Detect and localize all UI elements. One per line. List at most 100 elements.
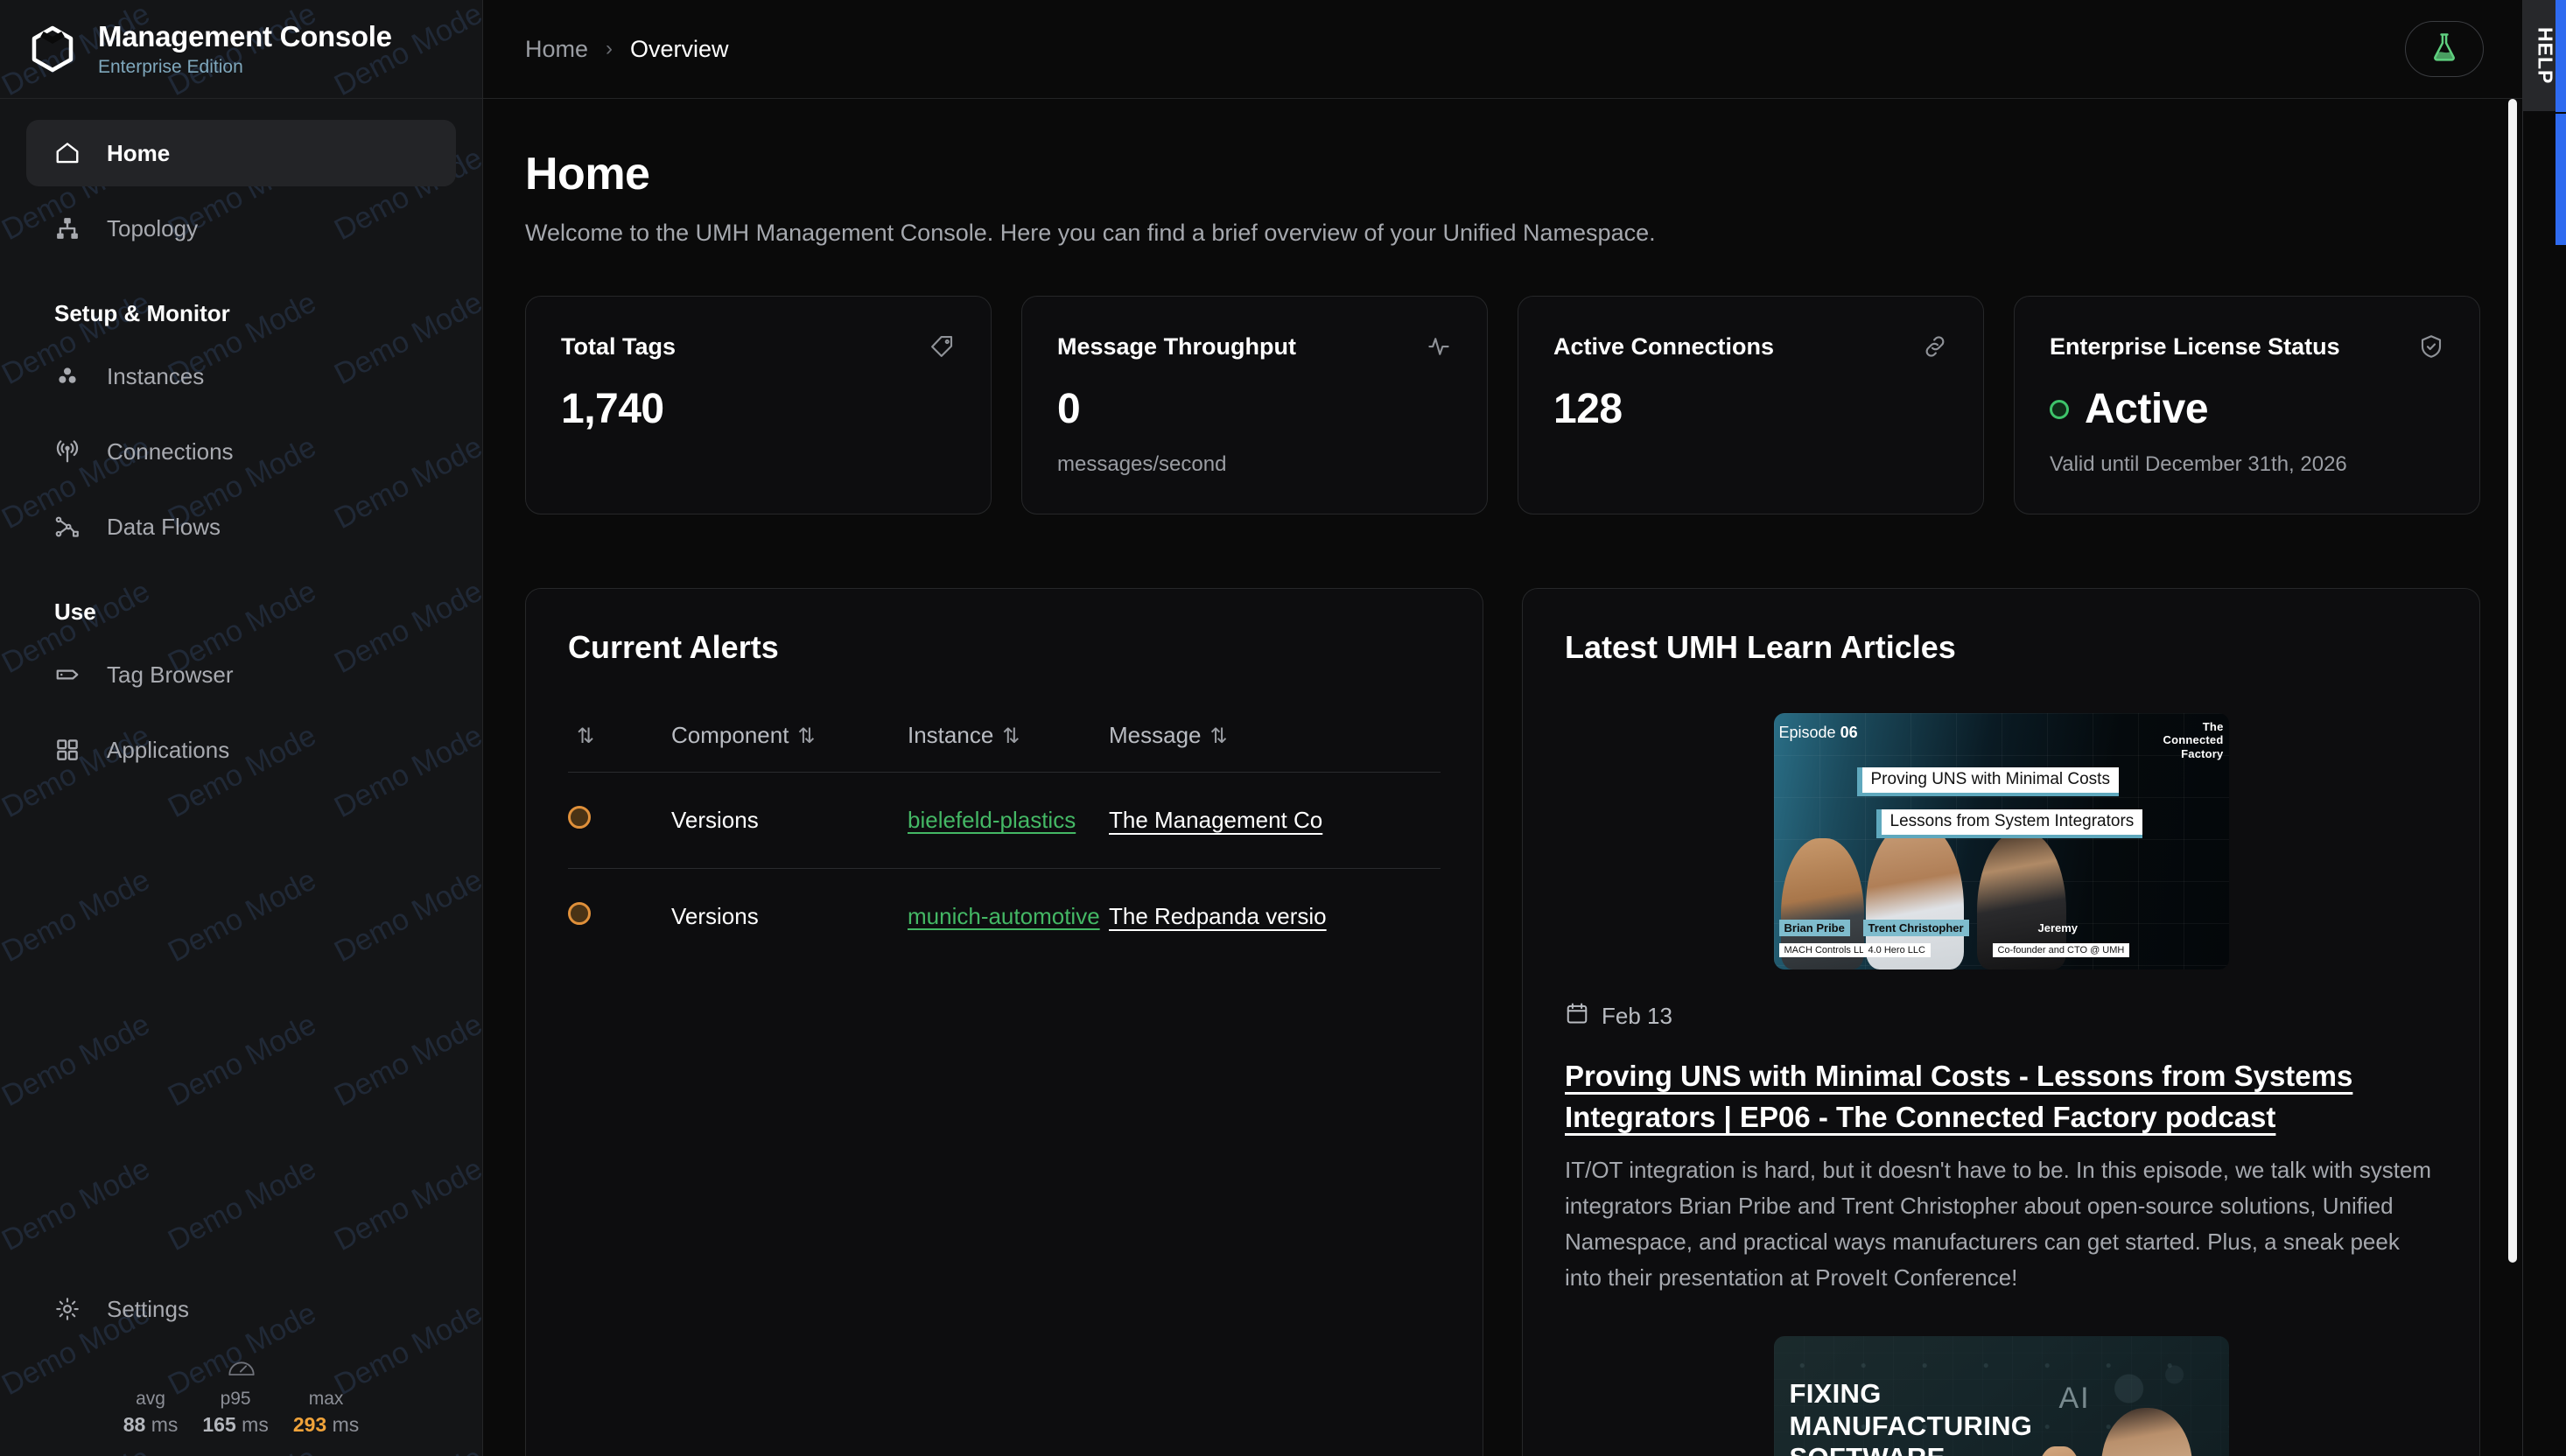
latency-label: max [308, 1389, 344, 1409]
breadcrumb: Home › Overview [525, 36, 729, 63]
panels-row: Current Alerts ⇅ Component ⇅ [525, 588, 2480, 1456]
column-label: Message [1109, 722, 1202, 748]
latency-unit: ms [332, 1413, 360, 1436]
latency-label: avg [136, 1389, 165, 1409]
sidebar-item-home[interactable]: Home [26, 120, 456, 186]
latency-metric-avg: avg 88 ms [123, 1389, 179, 1437]
brand-line-1: The [2202, 720, 2224, 733]
sidebar-item-settings[interactable]: Settings [26, 1276, 456, 1342]
sort-icon: ⇅ [577, 724, 595, 748]
sidebar-item-connections[interactable]: Connections [26, 418, 456, 485]
instance-link[interactable]: bielefeld-plastics [908, 807, 1076, 833]
latency-number: 293 [292, 1413, 327, 1436]
episode-number: 06 [1840, 724, 1858, 741]
gauge-icon [228, 1358, 256, 1382]
sidebar-item-label: Applications [107, 736, 230, 763]
sidebar-group-title: Use [54, 598, 96, 625]
page-content: Home Welcome to the UMH Management Conso… [483, 99, 2522, 1456]
sidebar-item-applications[interactable]: Applications [26, 717, 456, 783]
alert-status-cell [568, 868, 671, 964]
sort-icon: ⇅ [1209, 724, 1228, 748]
status-dot-icon [2050, 399, 2069, 419]
alerts-table: ⇅ Component ⇅ Instance ⇅ Message ⇅ [568, 722, 1441, 964]
page-subtitle: Welcome to the UMH Management Console. H… [525, 220, 1656, 246]
page-title: Home [525, 149, 650, 200]
page-scrollbar[interactable] [2508, 99, 2517, 1456]
column-header-instance[interactable]: Instance ⇅ [908, 722, 1109, 773]
headline-line-3: SOFTWARE [1790, 1442, 2033, 1456]
column-label: Component [671, 722, 789, 748]
article-item: AI FIXING MANUFACTURING SOFTWARE [1565, 1296, 2437, 1456]
stat-footnote: Valid until December 31th, 2026 [2050, 452, 2347, 476]
sidebar-item-label: Connections [107, 438, 234, 465]
brand-subtitle: Enterprise Edition [98, 56, 243, 77]
browser-scrollbar-thumb-top[interactable] [2555, 0, 2566, 112]
demo-mode-flask-button[interactable] [2405, 21, 2484, 77]
article-date: Feb 13 [1565, 1001, 2437, 1032]
page-scrollbar-thumb[interactable] [2508, 99, 2517, 1263]
episode-prefix: Episode [1778, 724, 1836, 741]
article-item: Episode 06 The Connected Factory Proving… [1565, 713, 2437, 1296]
stat-card-license-status: Enterprise License Status Active Valid u… [2014, 296, 2480, 514]
article-thumbnail[interactable]: Episode 06 The Connected Factory Proving… [1773, 713, 2229, 970]
help-rail: HELP [2522, 0, 2566, 1456]
latency-unit: ms [242, 1413, 269, 1436]
stat-value: 1,740 [561, 386, 664, 432]
alert-message[interactable]: The Management Co [1109, 772, 1441, 869]
alert-instance-cell: munich-automotive [908, 868, 1109, 964]
breadcrumb-home[interactable]: Home [525, 35, 589, 62]
stat-value: 128 [1553, 386, 1623, 432]
stat-label: Enterprise License Status [2050, 333, 2340, 360]
column-header-component[interactable]: Component ⇅ [671, 722, 908, 773]
sidebar-item-tag-browser[interactable]: Tag Browser [26, 641, 456, 708]
hexagon-logo-icon [30, 25, 75, 73]
stat-card-message-throughput: Message Throughput 0 messages/second [1021, 296, 1488, 514]
thumbnail-headline: FIXING MANUFACTURING SOFTWARE [1790, 1378, 2033, 1456]
column-header-message[interactable]: Message ⇅ [1109, 722, 1441, 773]
sidebar-item-data-flows[interactable]: Data Flows [26, 494, 456, 560]
calendar-icon [1565, 1001, 1589, 1032]
stats-cards: Total Tags 1,740 Message Throughput [525, 296, 2480, 514]
column-header-status[interactable]: ⇅ [568, 722, 671, 773]
chevron-right-icon: › [606, 37, 613, 60]
table-row[interactable]: Versions bielefeld-plastics The Manageme… [568, 772, 1441, 869]
stat-label: Message Throughput [1057, 333, 1297, 360]
topology-icon [54, 215, 81, 242]
flask-icon [2429, 32, 2459, 67]
stat-label: Active Connections [1553, 333, 1775, 360]
link-icon [1922, 333, 1948, 364]
warning-status-dot-icon [568, 902, 591, 925]
sidebar-item-label: Tag Browser [107, 661, 234, 688]
stat-value-wrapper: Active [2050, 385, 2444, 433]
guest-name-tag: Trent Christopher [1862, 920, 1969, 936]
browser-scrollbar-thumb[interactable] [2555, 114, 2566, 245]
latency-label: p95 [220, 1389, 251, 1409]
brand-title: Management Console [98, 20, 392, 53]
sidebar-footer: Settings avg 88 ms [0, 1276, 482, 1456]
stat-value: Active [2085, 386, 2209, 432]
sidebar-group-use: Use Tag Browser [26, 569, 456, 783]
thumbnail-headline-1: Proving UNS with Minimal Costs [1856, 767, 2119, 796]
article-date-text: Feb 13 [1602, 1003, 1672, 1029]
table-row[interactable]: Versions munich-automotive The Redpanda … [568, 868, 1441, 964]
sidebar-group-setup-monitor: Setup & Monitor Instances [26, 270, 456, 560]
sort-icon: ⇅ [797, 724, 816, 748]
sidebar-item-label: Data Flows [107, 513, 221, 540]
alert-status-cell [568, 772, 671, 869]
sidebar-item-instances[interactable]: Instances [26, 343, 456, 410]
latency-number: 88 [123, 1413, 146, 1436]
sidebar-nav: Home Topology Setup & Monitor [0, 99, 482, 1276]
instance-link[interactable]: munich-automotive [908, 903, 1100, 929]
current-alerts-panel: Current Alerts ⇅ Component ⇅ [525, 588, 1483, 1456]
sort-icon: ⇅ [1002, 724, 1020, 748]
article-thumbnail[interactable]: AI FIXING MANUFACTURING SOFTWARE [1773, 1336, 2229, 1456]
shield-check-icon [2418, 333, 2444, 364]
article-title[interactable]: Proving UNS with Minimal Costs - Lessons… [1565, 1060, 2353, 1133]
alert-message[interactable]: The Redpanda versio [1109, 868, 1441, 964]
guest-role-tag: 4.0 Hero LLC [1862, 943, 1931, 957]
thumbnail-headline-2: Lessons from System Integrators [1875, 809, 2143, 838]
episode-badge: Episode 06 [1779, 724, 1858, 742]
sidebar-item-label: Home [107, 139, 171, 166]
sidebar-item-topology[interactable]: Topology [26, 195, 456, 262]
